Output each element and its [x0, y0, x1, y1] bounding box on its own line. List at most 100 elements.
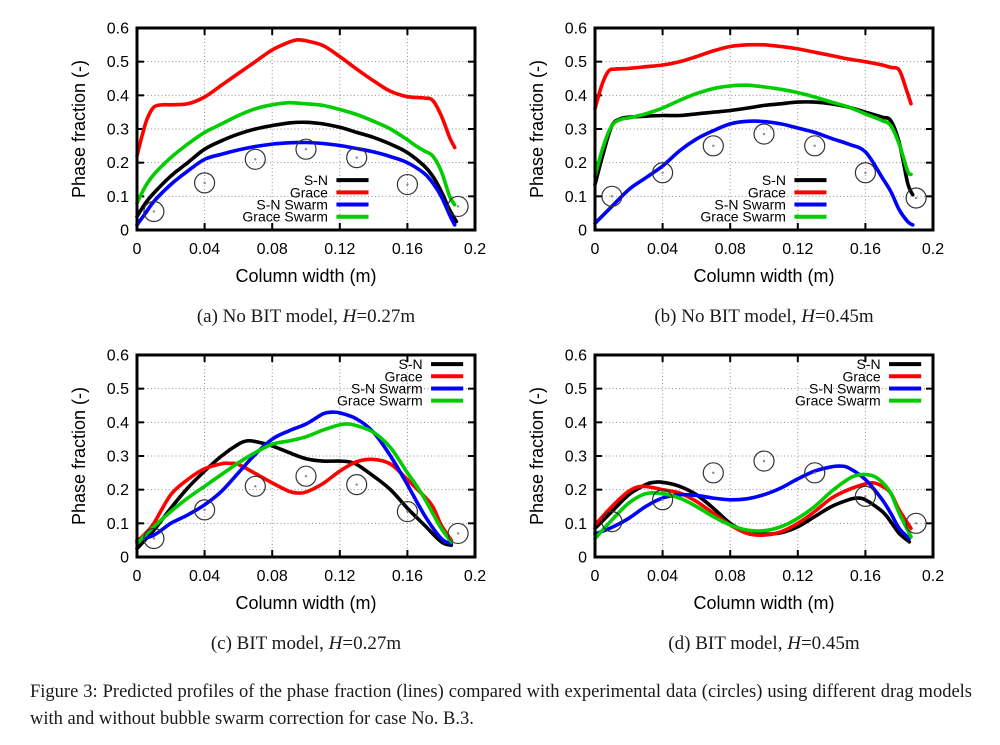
- data-circle-center-dot: [813, 471, 816, 475]
- caption-text: =0.45m: [800, 633, 860, 654]
- subplot-d-caption: (d) BIT model, H=0.45m: [517, 633, 957, 655]
- legend-label-grace-swarm: Grace Swarm: [337, 393, 423, 409]
- data-circle: [753, 450, 775, 472]
- x-tick-label: 0.04: [647, 241, 678, 258]
- series-line-grace-swarm: [593, 83, 913, 178]
- y-tick-label: 0: [120, 223, 129, 240]
- y-tick-label: 0.2: [565, 482, 587, 499]
- data-circle: [804, 462, 826, 484]
- data-circle-center-dot: [661, 498, 664, 501]
- plot-border: [135, 26, 477, 232]
- caption-variable: H: [801, 306, 815, 327]
- data-circle-center-dot: [456, 205, 460, 208]
- data-circle: [854, 162, 876, 184]
- legend-label-grace: Grace: [842, 368, 880, 384]
- data-circle-center-dot: [355, 483, 358, 486]
- data-circle: [346, 147, 368, 169]
- series-line-grace: [593, 480, 913, 537]
- y-tick-label: 0.3: [565, 122, 587, 139]
- subplot-a-caption: (a) No BIT model, H=0.27m: [59, 306, 499, 328]
- x-tick-label: 0: [591, 568, 600, 585]
- data-circle-center-dot: [712, 471, 715, 475]
- x-tick-label: 0: [591, 241, 600, 258]
- data-circle: [652, 489, 674, 511]
- caption-text: (d) BIT model,: [668, 633, 788, 654]
- x-axis-label: Column width (m): [235, 593, 376, 613]
- subplot-c-caption: (c) BIT model, H=0.27m: [59, 633, 499, 655]
- series-line-grace-swarm: [135, 422, 454, 546]
- data-circle: [194, 499, 216, 521]
- x-tick-label: 0.12: [324, 241, 355, 258]
- x-axis-label: Column width (m): [693, 266, 834, 286]
- subplot-d: 0 0.04 0.08 0.12 0.16 0.2 0 0.1 0.2 0.3 0.4 0.5 0.6 C…: [517, 341, 957, 655]
- data-circle: [447, 195, 469, 218]
- data-circle: [702, 462, 724, 484]
- data-circle-center-dot: [406, 510, 409, 513]
- data-circle: [905, 187, 927, 209]
- x-tick-label: 0.16: [850, 241, 881, 258]
- data-circle-center-dot: [254, 485, 257, 488]
- x-tick-label: 0.2: [464, 568, 486, 585]
- figure-caption: Figure 3: Predicted profiles of the phas…: [30, 682, 972, 729]
- series-lines: [593, 464, 913, 544]
- experimental-points: [143, 138, 469, 223]
- y-tick-label: 0: [120, 550, 129, 567]
- x-tick-label: 0.12: [782, 568, 813, 585]
- caption-text: (a) No BIT model,: [196, 306, 343, 327]
- y-tick-label: 0.5: [107, 54, 129, 71]
- y-axis-label: Phase fraction (-): [527, 387, 547, 525]
- data-circle-center-dot: [152, 537, 156, 540]
- gridlines: [137, 355, 475, 557]
- legend-label-grace: Grace: [384, 368, 422, 384]
- data-circle: [601, 185, 623, 207]
- y-tick-label: 0.5: [565, 381, 587, 398]
- x-tick-label: 0.04: [647, 568, 678, 585]
- y-tick-label: 0.1: [107, 516, 129, 533]
- data-circle: [447, 522, 469, 545]
- series-lines: [593, 42, 915, 227]
- data-circle-center-dot: [762, 132, 766, 136]
- y-tick-label: 0.1: [107, 189, 129, 206]
- data-circle: [753, 123, 775, 145]
- y-tick-label: 0.6: [565, 348, 587, 365]
- data-circle: [295, 138, 317, 160]
- x-tick-label: 0: [133, 241, 142, 258]
- series-line-s-n-swarm: [135, 410, 454, 546]
- x-tick-label: 0.2: [922, 241, 944, 258]
- x-tick-label: 0.08: [715, 241, 746, 258]
- y-tick-label: 0.4: [565, 415, 587, 432]
- y-axis-label: Phase fraction (-): [69, 60, 89, 198]
- caption-text: =0.27m: [342, 633, 402, 654]
- legend-label-s-n: S-N: [398, 356, 422, 372]
- x-tick-label: 0.16: [392, 241, 423, 258]
- data-circle-center-dot: [406, 183, 409, 186]
- legend-label-grace-swarm: Grace Swarm: [795, 393, 881, 409]
- data-circle: [295, 465, 317, 487]
- data-circle-center-dot: [203, 508, 206, 512]
- caption-variable: H: [787, 633, 801, 654]
- plot-border: [593, 26, 935, 232]
- x-tick-label: 0.08: [257, 241, 288, 258]
- data-circle-center-dot: [152, 210, 156, 213]
- data-circle-center-dot: [762, 459, 766, 463]
- caption-text: =0.45m: [814, 306, 874, 327]
- data-circle: [702, 135, 724, 157]
- y-tick-label: 0.3: [107, 449, 129, 466]
- data-circle: [854, 485, 876, 507]
- y-tick-label: 0.4: [565, 88, 587, 105]
- y-tick-label: 0.2: [107, 155, 129, 172]
- x-tick-label: 0.04: [189, 241, 220, 258]
- data-circle: [396, 173, 418, 196]
- caption-variable: H: [342, 306, 357, 327]
- y-tick-label: 0.6: [107, 21, 129, 38]
- y-axis-label: Phase fraction (-): [527, 60, 547, 198]
- y-tick-label: 0.3: [107, 122, 129, 139]
- y-tick-label: 0.4: [107, 415, 129, 432]
- x-tick-label: 0.08: [257, 568, 288, 585]
- x-tick-label: 0.12: [324, 568, 355, 585]
- data-circle-center-dot: [813, 144, 816, 148]
- data-circle-center-dot: [864, 171, 867, 174]
- data-circle-center-dot: [914, 196, 918, 200]
